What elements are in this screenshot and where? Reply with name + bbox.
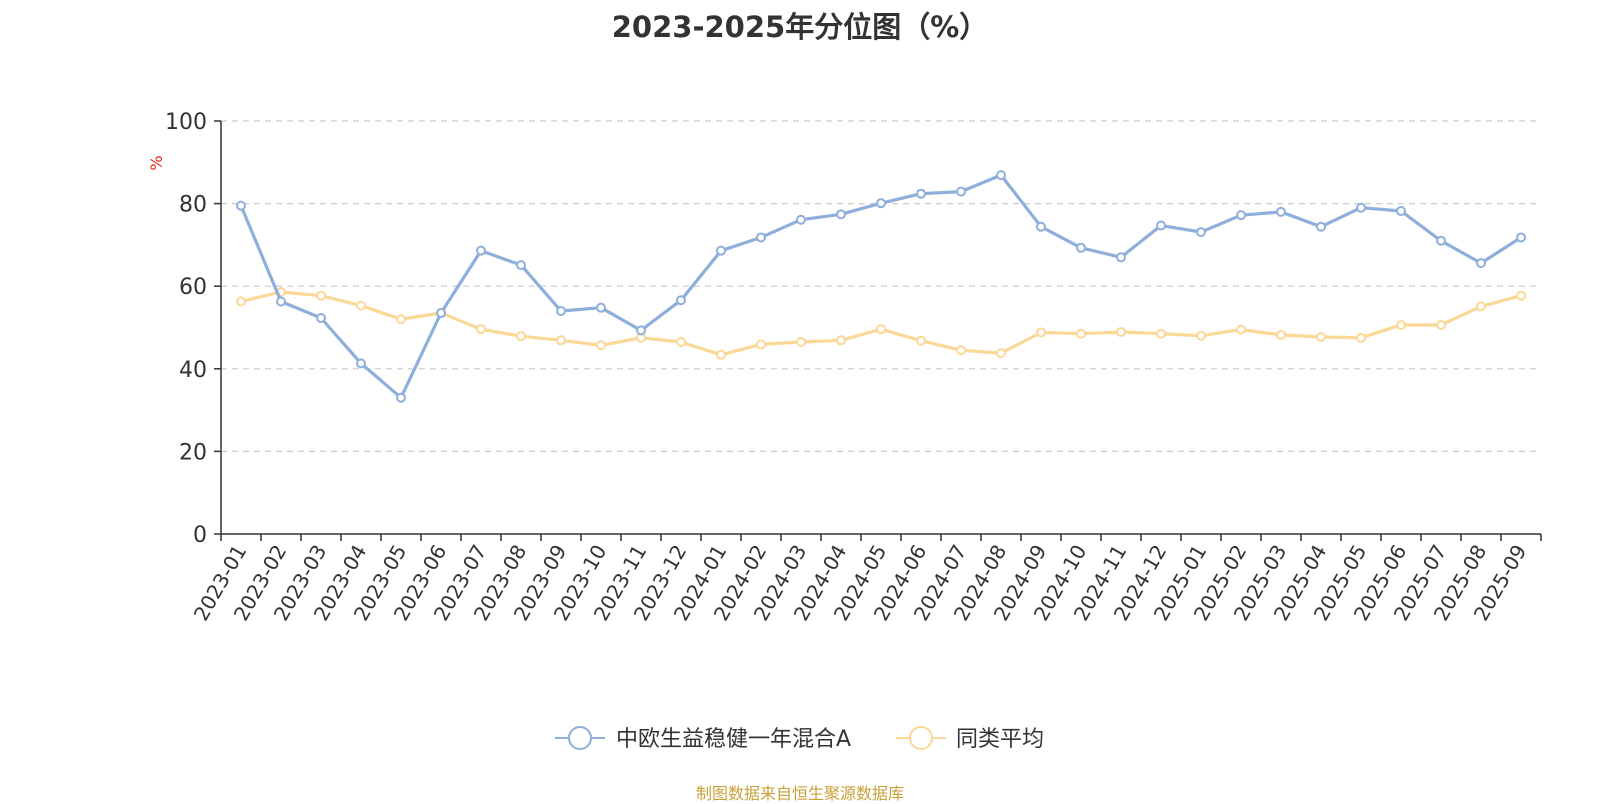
series-2-point (596, 340, 606, 351)
series-1-point (716, 245, 726, 256)
y-tick-label: 80 (179, 193, 207, 218)
series-1-point (1076, 242, 1086, 253)
series-1-point (276, 296, 286, 307)
series-2-point (1156, 328, 1166, 339)
series-line-2 (240, 290, 1522, 357)
legend-marker-1 (568, 726, 592, 750)
y-tick-label: 100 (165, 110, 207, 135)
series-2-point (236, 296, 246, 307)
series-2-point (1076, 328, 1086, 339)
series-2-point (956, 345, 966, 356)
y-axis-label: % (147, 155, 166, 170)
series-1-point (476, 245, 486, 256)
series-1-point (516, 260, 526, 271)
series-1-point (1516, 232, 1526, 243)
y-tick-label: 40 (179, 358, 207, 383)
series-2-point (876, 324, 886, 335)
series-1-point (876, 198, 886, 209)
series-2-point (1036, 327, 1046, 338)
legend-marker-2 (909, 726, 933, 750)
series-1-point (596, 302, 606, 313)
y-tick-label: 60 (179, 275, 207, 300)
series-2-point (676, 336, 686, 347)
series-1-point (956, 186, 966, 197)
series-1-point (1436, 235, 1446, 246)
series-2-point (796, 336, 806, 347)
series-2-point (1436, 320, 1446, 331)
series-1-point (236, 200, 246, 211)
legend-label-2: 同类平均 (956, 727, 1044, 752)
series-1-point (796, 214, 806, 225)
series-2-point (716, 349, 726, 360)
series-2-point (1116, 327, 1126, 338)
series-2-point (1316, 331, 1326, 342)
series-2-point (996, 348, 1006, 359)
series-2-point (1516, 290, 1526, 301)
legend-label-1: 中欧生益稳健一年混合A (616, 727, 851, 752)
series-2-point (1396, 320, 1406, 331)
series-1-point (636, 325, 646, 336)
y-tick-label: 0 (193, 523, 207, 548)
y-tick-label: 20 (179, 440, 207, 465)
series-2-point (356, 300, 366, 311)
source-footer: 制图数据来自恒生聚源数据库 (695, 784, 904, 803)
series-2-point (1276, 329, 1286, 340)
series-1-point (836, 209, 846, 220)
series-1-point (1036, 221, 1046, 232)
series-2-point (1356, 332, 1366, 343)
series-1-point (396, 392, 406, 403)
chart-title: 2023-2025年分位图（%） (611, 10, 989, 44)
series-1-point (1116, 252, 1126, 263)
series-1-point (1196, 227, 1206, 238)
series-1-point (1356, 202, 1366, 213)
series-2-point (396, 314, 406, 325)
series-2-point (916, 335, 926, 346)
series-1-point (916, 188, 926, 199)
series-1-point (1236, 210, 1246, 221)
series-2-point (1236, 324, 1246, 335)
series-2-point (1196, 330, 1206, 341)
series-1-point (436, 308, 446, 319)
series-1-point (1476, 258, 1486, 269)
series-1-point (316, 313, 326, 324)
series-2-point (756, 339, 766, 350)
series-1-point (1156, 220, 1166, 231)
series-1-point (676, 295, 686, 306)
series-1-point (556, 305, 566, 316)
series-2-point (316, 290, 326, 301)
series-1-point (1316, 221, 1326, 232)
series-1-point (756, 232, 766, 243)
series-2-point (516, 331, 526, 342)
line-chart: 020406080100%2023-012023-022023-032023-0… (147, 110, 1542, 752)
series-2-point (556, 335, 566, 346)
series-2-point (1476, 301, 1486, 312)
series-1-point (1396, 206, 1406, 217)
series-1-point (996, 170, 1006, 181)
series-2-point (476, 324, 486, 335)
series-2-point (836, 335, 846, 346)
series-1-point (1276, 206, 1286, 217)
series-1-point (356, 358, 366, 369)
